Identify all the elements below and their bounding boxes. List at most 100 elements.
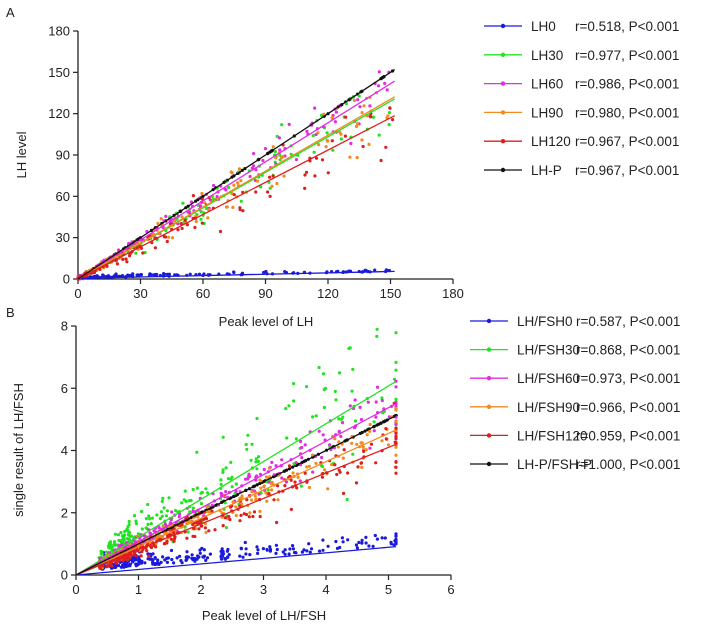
legend-stat-LH/FSH60: r=0.973, P<0.001 [576,371,680,386]
point-LH/FSH120 [275,520,279,525]
fit-line-LH60 [77,80,396,280]
point-LH/FSH30 [167,496,171,500]
point-LH/FSH120 [145,549,149,553]
point-LH/FSH60 [299,439,303,443]
point-LH/FSH30 [221,470,225,474]
point-LH/FSH90 [240,502,244,506]
point-LH/FSH0 [394,542,398,546]
point-LH120 [330,139,334,143]
point-LH120 [141,251,145,255]
point-LH90 [180,215,184,219]
point-LH/FSH90 [311,453,315,457]
point-LH/FSH120 [131,553,135,557]
legend-marker-LH-P [500,167,506,173]
point-LH/FSH60 [348,404,352,408]
point-LH90 [275,181,279,186]
legend-marker-LH0 [500,23,506,29]
point-LH/FSH0 [274,551,278,556]
point-LH/FSH60 [298,479,302,483]
point-LH/FSH120 [247,515,251,519]
y-tick-label: 2 [61,505,68,520]
point-LH/FSH0 [243,540,247,545]
point-LH/FSH0 [227,553,231,557]
point-LH/FSH0 [180,561,184,565]
point-LH/FSH30 [223,501,227,505]
point-LH/FSH0 [274,543,278,547]
point-LH/FSH90 [270,488,274,492]
legend-b: LH/FSH0 r=0.587, P<0.001 LH/FSH30r=0.868, … [470,314,680,472]
fit-line-LH90 [77,96,395,280]
point-LH/FSH120 [342,448,346,452]
point-LH/FSH0 [321,548,325,552]
point-LH/FSH0 [383,536,387,540]
point-LH/FSH60 [258,472,262,476]
point-LH/FSH90 [394,408,398,412]
point-LH/FSH60 [353,398,357,402]
point-LH120 [121,257,125,261]
point-LH/FSH90 [341,456,345,460]
point-LH/FSH30 [99,552,103,556]
legend-stat-LH/FSH30: r=0.868, P<0.001 [576,343,680,358]
point-LH/FSH90 [380,439,384,443]
y-tick-label: 90 [56,148,70,163]
point-LH/FSH90 [364,448,368,452]
point-LH/FSH30 [186,530,190,534]
point-LH/FSH120 [394,437,398,441]
point-LH90 [282,174,286,178]
point-LH/FSH0 [308,550,312,554]
point-LH/FSH30 [246,433,250,437]
point-LH90 [274,156,278,160]
point-LH30 [372,115,376,119]
point-LH/FSH120 [125,558,129,562]
point-LH/FSH90 [207,510,211,514]
point-LH30 [331,148,335,152]
point-LH0 [139,273,143,277]
point-LH0 [114,272,118,276]
point-LH/FSH120 [223,516,227,520]
point-LH30 [181,201,185,205]
point-LH/FSH0 [241,555,245,559]
point-LH/FSH0 [346,538,350,542]
legend-marker-LH/FSH60 [486,376,492,381]
point-LH/FSH120 [172,539,176,543]
x-tick-label: 4 [322,582,329,597]
point-LH/FSH0 [364,535,368,540]
point-LH60 [278,148,282,152]
point-LH/FSH0 [140,559,144,563]
point-LH/FSH30 [337,371,342,375]
point-LH30 [387,111,392,115]
point-LH120 [124,257,128,261]
point-LH30 [204,206,209,210]
point-LH/FSH30 [164,514,168,518]
point-LH/FSH30 [234,482,238,486]
point-LH90 [170,236,175,240]
point-LH/FSH120 [213,528,217,532]
point-LH120 [165,239,169,244]
point-LH/FSH0 [165,556,169,561]
point-LH/FSH60 [339,434,343,438]
point-LH30 [377,133,381,137]
point-LH/FSH30 [285,436,289,440]
point-LH/FSH90 [359,441,363,445]
point-LH/FSH60 [366,400,370,404]
point-LH/FSH60 [300,445,304,450]
point-LH120 [115,262,119,266]
point-LH120 [153,246,157,250]
point-LH/FSH30 [195,450,199,454]
point-LH0 [152,273,156,277]
point-LH/FSH0 [321,538,325,542]
point-LH/FSH30 [113,543,117,547]
point-LH/FSH60 [328,443,332,447]
point-LH/FSH120 [172,537,177,541]
point-LH/FSH30 [372,420,376,424]
point-LH/FSH30 [305,385,309,389]
point-LH/FSH0 [283,548,287,552]
point-LH120 [254,190,258,194]
y-tick-label: 0 [63,272,70,287]
point-LH/FSH30 [317,365,321,370]
point-LH/FSH0 [191,558,195,562]
point-LH120 [320,158,325,162]
point-LH/FSH120 [154,545,158,549]
point-LH/FSH30 [322,405,326,410]
y-tick-label: 150 [48,65,70,80]
